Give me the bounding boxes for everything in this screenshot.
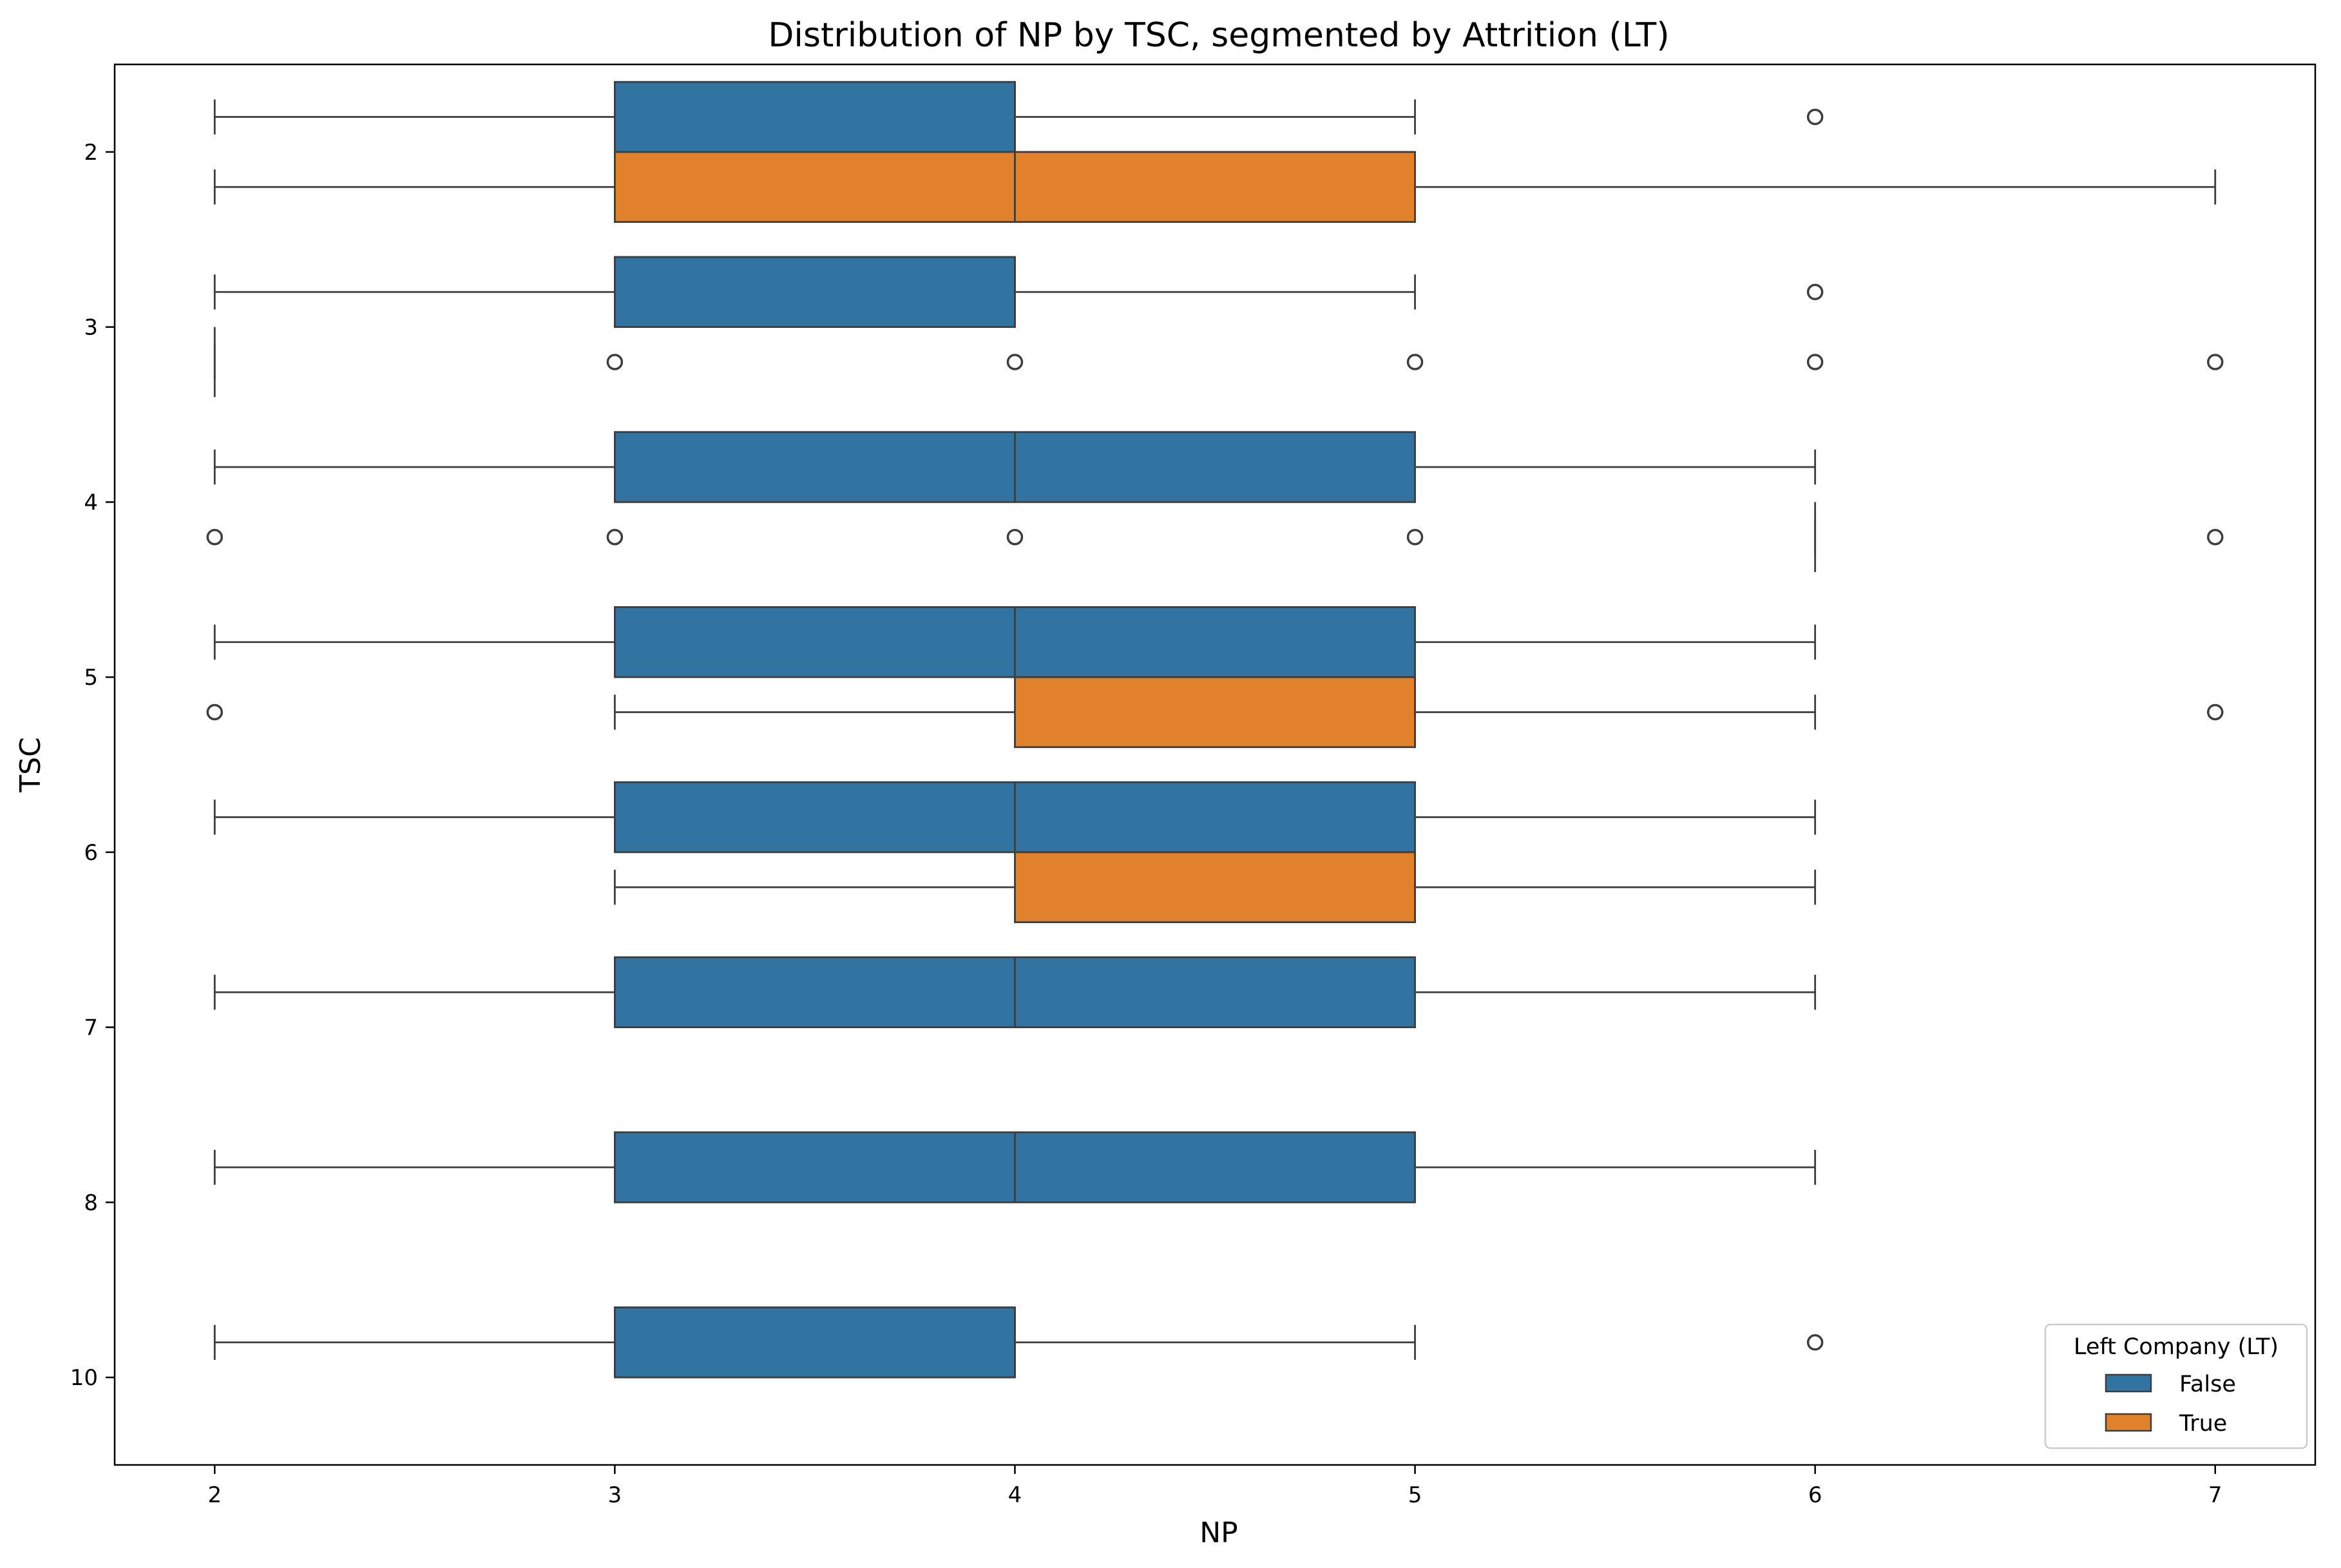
box-iqr <box>1014 676 1416 749</box>
plot-frame <box>113 63 2317 1466</box>
box-false-tsc-3 <box>213 256 1824 329</box>
y-tick-label: 8 <box>84 1190 98 1216</box>
outlier-point <box>1806 283 1824 301</box>
y-axis-ticks: 2 3 4 5 6 7 8 10 <box>70 140 115 1391</box>
outlier-point <box>1806 354 1824 370</box>
y-tick-label: 4 <box>84 490 98 515</box>
y-axis-label: TSC <box>14 737 47 793</box>
x-tick-label: 5 <box>1408 1482 1422 1508</box>
box-true-tsc-5 <box>206 676 2224 749</box>
box-true-tsc-6 <box>613 851 1817 923</box>
legend: Left Company (LT) False True <box>2044 1323 2308 1449</box>
x-axis-ticks: 2 3 4 5 6 7 <box>207 1465 2222 1508</box>
outlier-point <box>1006 528 1024 546</box>
box-false-tsc-8 <box>213 1131 1817 1203</box>
y-tick-label: 7 <box>84 1015 98 1041</box>
box-true-tsc-2 <box>213 151 2217 223</box>
x-axis-label: NP <box>1199 1516 1237 1549</box>
outlier-point <box>1806 108 1824 126</box>
box-false-tsc-5 <box>213 606 1817 678</box>
box-iqr <box>613 1306 1016 1379</box>
y-tick-label: 6 <box>84 840 98 866</box>
outlier-point <box>2206 354 2224 370</box>
outlier-point <box>1406 528 1424 546</box>
x-tick-label: 4 <box>1008 1482 1022 1508</box>
outlier-point <box>1406 354 1424 370</box>
outlier-point <box>1806 1334 1824 1351</box>
outlier-point <box>2206 703 2224 721</box>
box-true-tsc-3 <box>213 327 2224 397</box>
box-false-tsc-7 <box>213 956 1817 1029</box>
box-iqr <box>1014 851 1416 923</box>
plot-area <box>206 81 2224 1379</box>
box-false-tsc-6 <box>213 781 1817 854</box>
y-tick-label: 3 <box>84 315 98 341</box>
box-false-tsc-4 <box>213 431 1817 503</box>
box-iqr <box>613 256 1016 329</box>
outlier-point <box>206 703 224 721</box>
box-false-tsc-10 <box>213 1306 1824 1379</box>
chart-title: Distribution of NP by TSC, segmented by … <box>768 16 1669 55</box>
x-tick-label: 3 <box>608 1482 622 1508</box>
outlier-point <box>1006 354 1024 370</box>
outlier-point <box>606 528 624 546</box>
outlier-point <box>206 528 224 546</box>
box-iqr <box>613 81 1016 153</box>
x-tick-label: 7 <box>2208 1482 2222 1508</box>
legend-swatch-false <box>2105 1373 2152 1393</box>
legend-title: Left Company (LT) <box>2074 1334 2279 1360</box>
legend-swatch-true <box>2105 1413 2152 1432</box>
legend-label-false: False <box>2179 1372 2236 1397</box>
x-tick-label: 6 <box>1808 1482 1822 1508</box>
y-tick-label: 10 <box>70 1365 98 1391</box>
box-true-tsc-4 <box>206 502 2224 573</box>
legend-label-true: True <box>2179 1411 2227 1437</box>
outlier-point <box>2206 528 2224 546</box>
y-tick-label: 5 <box>84 665 98 691</box>
outlier-point <box>606 354 624 370</box>
x-tick-label: 2 <box>207 1482 222 1508</box>
y-tick-label: 2 <box>84 140 98 166</box>
